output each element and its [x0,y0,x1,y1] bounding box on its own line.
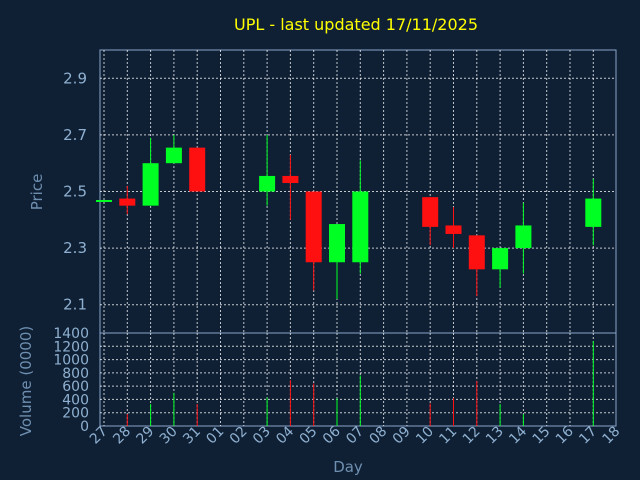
volume-tick-label: 800 [62,366,89,382]
price-tick-label: 2.3 [63,239,87,257]
day-tick-label: 10 [413,424,437,448]
day-tick-label: 12 [460,424,484,448]
candle-body [96,199,112,202]
day-tick-label: 16 [553,423,577,447]
day-tick-label: 07 [343,424,367,448]
volume-tick-label: 0 [80,419,89,435]
candle-body [585,198,602,227]
candle-body [329,224,345,263]
day-axis-label: Day [333,458,363,476]
chart-title: UPL - last updated 17/11/2025 [234,15,478,34]
price-tick-label: 2.9 [63,69,87,87]
day-tick-label: 18 [600,424,624,448]
candle-body [445,225,462,234]
candle-body [165,147,182,164]
day-tick-label: 09 [390,424,414,448]
day-tick-label: 02 [227,424,251,448]
candle-body [259,175,276,192]
candle-body [142,163,159,206]
price-tick-labels: 2.9 2.7 2.5 2.3 2.1 [63,69,87,313]
price-tick-label: 2.7 [63,126,87,144]
volume-tick-label: 400 [62,392,89,408]
volume-tick-label: 1200 [53,339,89,355]
candle-body [305,191,322,263]
candle-body [422,197,439,227]
candle-body [352,191,369,263]
day-tick-label: 01 [203,424,227,448]
price-axis-label: Price [28,174,46,211]
volume-tick-label: 200 [62,406,89,422]
day-tick-label: 06 [320,423,344,447]
day-tick-label: 29 [134,424,158,448]
day-tick-label: 05 [297,424,321,448]
day-tick-label: 03 [250,424,274,448]
day-tick-label: 28 [110,424,134,448]
volume-plot-frame [99,332,617,427]
volume-tick-label: 1400 [53,326,89,342]
day-tick-label: 17 [576,424,600,448]
day-tick-label: 15 [530,424,554,448]
candle-body [515,225,532,249]
volume-tick-label: 1000 [53,353,89,369]
price-tick-label: 2.1 [63,296,87,314]
candle-body [282,175,299,184]
candle-body [492,248,509,270]
volume-axis-label: Volume (0000) [17,326,35,436]
day-tick-label: 11 [436,424,460,448]
day-tick-label: 04 [273,423,297,447]
candles [96,134,602,300]
day-tick-label: 14 [506,423,530,447]
day-tick-label: 27 [87,424,111,448]
day-tick-label: 31 [180,424,204,448]
price-tick-label: 2.5 [63,183,87,201]
candle-body [119,198,136,206]
volume-bars [126,340,594,426]
day-tick-label: 08 [367,424,391,448]
day-tick-label: 30 [157,424,181,448]
volume-tick-label: 600 [62,379,89,395]
candle-body [468,235,485,270]
day-tick-labels: 27 28 29 30 31 01 02 03 04 05 06 07 08 09 10 11 12 13 14 15… [87,423,624,447]
day-tick-label: 13 [483,424,507,448]
candle-body [189,147,206,192]
volume-grid [100,333,616,426]
